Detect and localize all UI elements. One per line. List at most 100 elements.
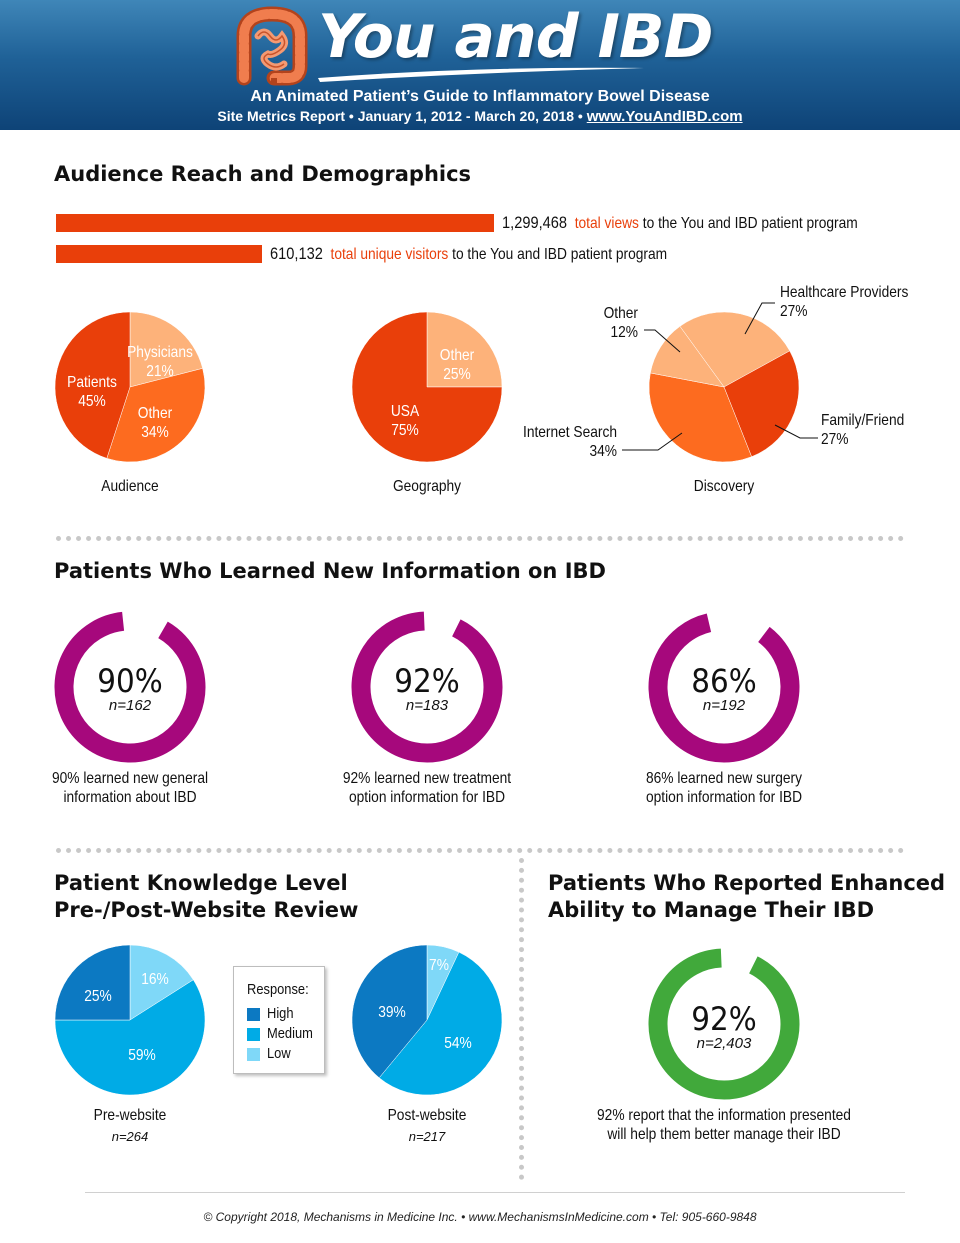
discovery-slice-healthcare-providers — [679, 311, 791, 388]
audience-slice-patients — [54, 311, 131, 459]
discovery-leader-family — [774, 424, 818, 439]
donut-2-caption-line2: option information for IBD — [348, 789, 506, 806]
visitors-bar-label: 610,132 total unique visitors to the You… — [270, 244, 667, 264]
donut-2-ring — [351, 611, 503, 763]
pre-website-value-medium: 59% — [128, 1046, 156, 1064]
geography-slice-other — [426, 311, 503, 388]
section-title-reach: Audience Reach and Demographics — [54, 162, 472, 186]
audience-slice-physicians — [129, 311, 203, 388]
donut-3-ring — [648, 613, 800, 763]
caption-geography: Geography — [392, 478, 462, 495]
donut-2-caption-line1: 92% learned new treatment — [342, 770, 512, 787]
donut-4-text: 92% n=2,403 — [664, 1002, 784, 1052]
donut-4-caption-line2: will help them better manage their IBD — [607, 1126, 841, 1143]
audience-label-patients: Patients — [67, 373, 117, 391]
section-title-knowledge: Patient Knowledge Level Pre-/Post-Websit… — [54, 870, 358, 924]
discovery-leader-internet — [622, 432, 683, 451]
divider-1 — [56, 536, 904, 541]
visitors-bar — [56, 245, 262, 263]
donut-3-caption-line1: 86% learned new surgery — [645, 770, 803, 787]
donut-3-caption-line2: option information for IBD — [645, 789, 803, 806]
views-number: 1,299,468 — [502, 213, 568, 232]
donut-3-percent: 86% — [691, 662, 757, 700]
post-website-value-low: 7% — [429, 956, 449, 974]
donut-1-text: 90% n=162 — [80, 664, 180, 714]
pre-website-slice-low — [129, 944, 194, 1021]
discovery-value-family-friend: 27% — [821, 430, 849, 448]
divider-2 — [56, 848, 904, 853]
audience-value-physicians: 21% — [146, 362, 174, 380]
response-legend: Response: High Medium Low — [233, 966, 325, 1074]
discovery-leader-other — [644, 329, 681, 353]
donut-1-caption: 90% learned new general information abou… — [18, 769, 242, 807]
post-website-value-high: 39% — [378, 1003, 406, 1021]
post-website-slice-high — [351, 944, 428, 1079]
donut-3-n: n=192 — [702, 697, 746, 714]
legend-swatch-medium — [247, 1028, 260, 1041]
donut-1-caption-line1: 90% learned new general — [51, 770, 209, 787]
discovery-value-internet-search: 34% — [589, 442, 617, 460]
donut-1-ring — [54, 611, 206, 763]
caption-pre-website-n: n=264 — [111, 1129, 149, 1144]
donut-3-text: 86% n=192 — [674, 664, 774, 714]
caption-pre-website: Pre-website — [93, 1107, 167, 1124]
legend-label-high: High — [267, 1005, 294, 1022]
geography-slice-usa — [351, 311, 503, 463]
audience-value-other: 34% — [141, 423, 169, 441]
geography-label-usa: USA — [391, 402, 419, 420]
discovery-label-other: Other — [604, 304, 638, 322]
pre-website-slice-high — [54, 944, 131, 1021]
donut-1-n: n=162 — [108, 697, 152, 714]
geography-value-usa: 75% — [391, 421, 419, 439]
discovery-value-other: 12% — [610, 323, 638, 341]
caption-discovery: Discovery — [693, 478, 755, 495]
footer-copyright: © Copyright 2018, Mechanisms in Medicine… — [203, 1210, 757, 1224]
title-swoosh — [318, 67, 644, 82]
donut-3-caption: 86% learned new surgery option informati… — [612, 769, 836, 807]
legend-swatch-low — [247, 1048, 260, 1061]
header-banner: You and IBD An Animated Patient’s Guide … — [0, 0, 960, 130]
donut-4-n: n=2,403 — [696, 1035, 752, 1052]
legend-title: Response: — [247, 981, 309, 998]
donut-2-n: n=183 — [405, 697, 449, 714]
visitors-highlight: total unique visitors — [330, 246, 448, 263]
discovery-slice-internet-search — [648, 372, 752, 463]
donut-2-percent: 92% — [394, 662, 460, 700]
donut-4-percent: 92% — [691, 1000, 757, 1038]
divider-vertical — [519, 858, 524, 1180]
donut-4-ring — [648, 948, 800, 1100]
page-title: You and IBD — [318, 2, 713, 72]
section-title-enhanced-line2: Ability to Manage Their IBD — [548, 898, 875, 922]
visitors-number: 610,132 — [269, 244, 323, 263]
donut-1-caption-line2: information about IBD — [63, 789, 197, 806]
legend-label-medium: Medium — [267, 1025, 313, 1042]
views-rest: to the You and IBD patient program — [642, 215, 858, 232]
section-title-learned: Patients Who Learned New Information on … — [54, 559, 606, 583]
pre-website-value-low: 16% — [141, 970, 169, 988]
views-highlight: total views — [574, 215, 639, 232]
donut-4-caption-line1: 92% report that the information presente… — [597, 1107, 851, 1124]
audience-slice-other — [106, 368, 206, 463]
legend-label-low: Low — [267, 1045, 291, 1062]
views-bar — [56, 214, 494, 232]
visitors-rest: to the You and IBD patient program — [451, 246, 667, 263]
website-link[interactable]: www.YouAndIBD.com — [586, 108, 743, 125]
caption-post-website-n: n=217 — [408, 1129, 446, 1144]
section-title-enhanced: Patients Who Reported Enhanced Ability t… — [548, 870, 945, 924]
audience-label-other: Other — [138, 404, 172, 422]
caption-audience: Audience — [101, 478, 159, 495]
audience-label-physicians: Physicians — [127, 343, 193, 361]
views-bar-label: 1,299,468 total views to the You and IBD… — [502, 213, 858, 233]
pre-website-slice-medium — [54, 979, 206, 1096]
discovery-value-healthcare-providers: 27% — [780, 302, 808, 320]
discovery-slice-family-friend — [723, 350, 800, 458]
donut-2-caption: 92% learned new treatment option informa… — [315, 769, 539, 807]
section-title-knowledge-line2: Pre-/Post-Website Review — [54, 898, 359, 922]
discovery-leader-healthcare — [744, 302, 775, 335]
discovery-label-family-friend: Family/Friend — [821, 411, 904, 429]
header-report-line: Site Metrics Report • January 1, 2012 - … — [0, 108, 960, 125]
report-dates: Site Metrics Report • January 1, 2012 - … — [217, 108, 587, 124]
geography-label-other: Other — [440, 346, 474, 364]
caption-post-website: Post-website — [387, 1107, 467, 1124]
